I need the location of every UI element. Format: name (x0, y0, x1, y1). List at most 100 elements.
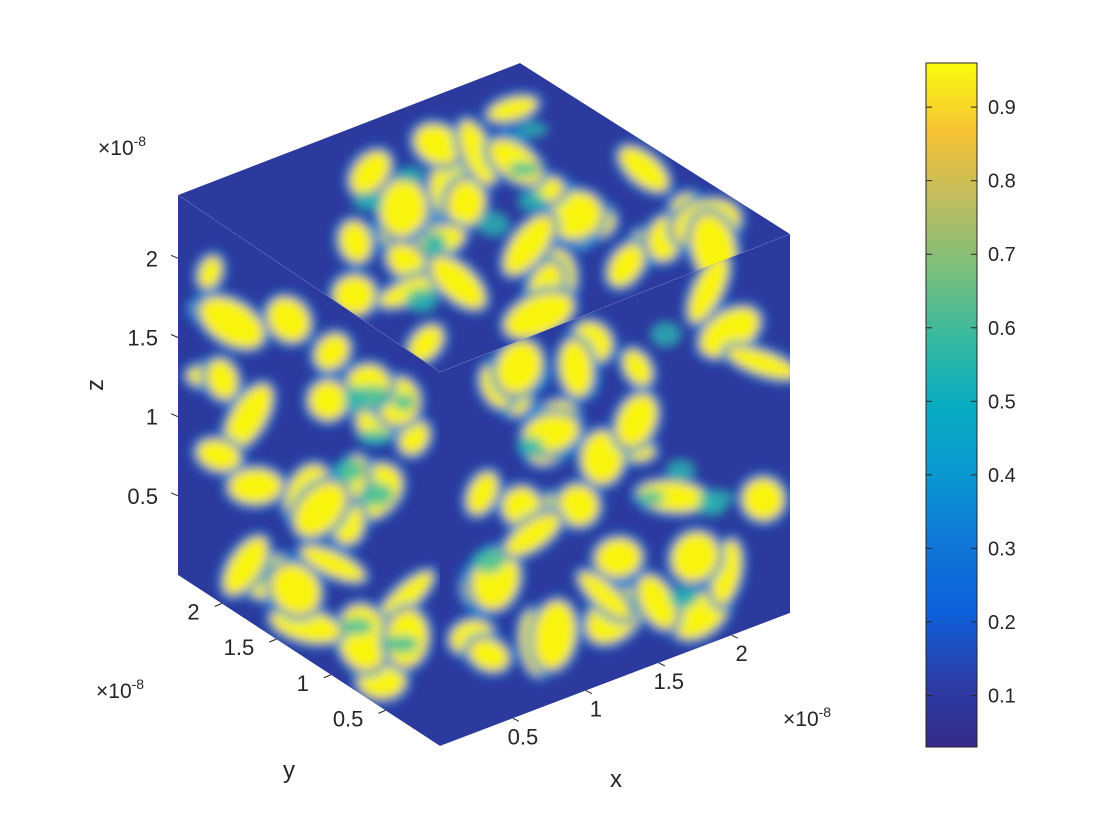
field-blob (424, 250, 492, 315)
field-blob (552, 333, 599, 403)
colorbar-tick-label: 0.9 (988, 97, 1016, 119)
field-blob (573, 566, 637, 625)
field-blob (308, 327, 356, 376)
x-axis-tick (731, 634, 738, 639)
x-axis-label: x (610, 766, 622, 793)
field-blob (287, 475, 353, 543)
field-blob (601, 237, 651, 293)
z-axis-tick (170, 334, 179, 338)
field-patch (423, 232, 447, 255)
x-axis: 0.5 1 1.5 2 (508, 634, 748, 749)
field-blob (218, 378, 279, 456)
field-patch (507, 162, 540, 177)
field-patch (471, 548, 505, 573)
field-blob (736, 471, 790, 527)
field-blob (613, 141, 675, 198)
field-blob (462, 632, 516, 677)
x-axis-tick-label: 1 (590, 697, 602, 722)
field-blob (665, 525, 725, 589)
colorbar-tick-label: 0.2 (988, 612, 1016, 634)
field-blob (192, 250, 228, 295)
field-patch (383, 635, 420, 653)
colorbar-tick-label: 0.8 (988, 171, 1016, 193)
z-axis-tick (170, 492, 179, 497)
y-axis-tick-label: 1 (297, 671, 309, 696)
field-blob (372, 172, 433, 244)
cube-right-face (440, 234, 790, 746)
x-axis-tick-label: 0.5 (508, 724, 539, 749)
cube-left-face (178, 195, 440, 746)
z-axis: 0.5 1 1.5 2 (127, 246, 179, 509)
z-axis-label: z (82, 379, 109, 391)
field-blob (497, 209, 560, 281)
y-axis-tick (214, 603, 222, 607)
field-patch (518, 121, 549, 138)
field-blob (190, 433, 247, 478)
x-axis-tick (658, 662, 665, 667)
x-axis-tick (512, 717, 520, 722)
y-axis-tick-label: 0.5 (333, 706, 364, 731)
y-axis-tick (269, 638, 277, 643)
x-axis-multiplier: ×10-8 (783, 704, 831, 731)
field-blob (372, 565, 439, 629)
field-blob (609, 387, 664, 454)
x-axis-tick-label: 1.5 (653, 669, 684, 694)
field-blob (499, 507, 567, 562)
y-axis: 0.5 1 1.5 2 (187, 600, 386, 731)
field-blob (630, 475, 715, 519)
field-blob (260, 291, 317, 349)
colorbar: 0.1 0.2 0.3 0.4 0.5 0.6 0.7 0.8 0.9 (925, 62, 1016, 748)
field-blob (407, 118, 468, 171)
cube-top-face (178, 63, 790, 372)
field-patch (357, 429, 392, 445)
y-axis-multiplier: ×10-8 (96, 676, 144, 703)
y-axis-tick-label: 2 (187, 600, 199, 625)
y-axis-tick (378, 709, 386, 714)
field-blob (460, 466, 505, 521)
field-patch (352, 192, 384, 212)
field-blob (302, 374, 354, 427)
field-patch (477, 211, 510, 237)
field-patch (517, 191, 547, 212)
field-blob (440, 173, 492, 233)
colorbar-gradient (925, 62, 978, 748)
colorbar-tick-label: 0.7 (988, 244, 1016, 266)
field-blob (222, 462, 289, 511)
y-axis-tick (323, 674, 332, 679)
field-blob (295, 540, 371, 587)
field-blob (631, 569, 683, 635)
field-blob (526, 594, 582, 676)
field-patch (393, 393, 415, 411)
z-axis-tick-label: 1 (146, 405, 158, 430)
field-patch (637, 490, 665, 505)
colorbar-tick-label: 0.5 (988, 391, 1016, 413)
field-blob (481, 90, 544, 128)
field-patch (516, 436, 545, 457)
field-blob (453, 114, 502, 191)
field-blob (721, 341, 790, 385)
field-blob (588, 532, 648, 584)
x-axis-tick (585, 690, 593, 695)
field-blob (616, 343, 658, 392)
field-blob (264, 557, 327, 622)
y-axis-label: y (283, 757, 295, 784)
field-blob (333, 214, 378, 269)
z-axis-tick-label: 0.5 (127, 484, 158, 509)
field-patch (668, 586, 698, 608)
field-blob (489, 334, 549, 401)
z-axis-tick (170, 254, 179, 259)
field-patch (698, 489, 735, 507)
colorbar-tick-label: 0.6 (988, 318, 1016, 340)
field-patch (665, 459, 696, 482)
z-axis-multiplier: ×10-8 (98, 133, 146, 160)
z-axis-tick-label: 2 (146, 246, 158, 271)
colorbar-tick-label: 0.1 (988, 686, 1016, 708)
y-axis-tick-label: 1.5 (224, 635, 255, 660)
field-patch (344, 386, 367, 412)
colorbar-tick-label: 0.3 (988, 538, 1016, 560)
field-patch (359, 482, 394, 507)
colorbar-tick-label: 0.4 (988, 465, 1016, 487)
field-patch (339, 618, 374, 635)
x-axis-tick-label: 2 (736, 641, 748, 666)
